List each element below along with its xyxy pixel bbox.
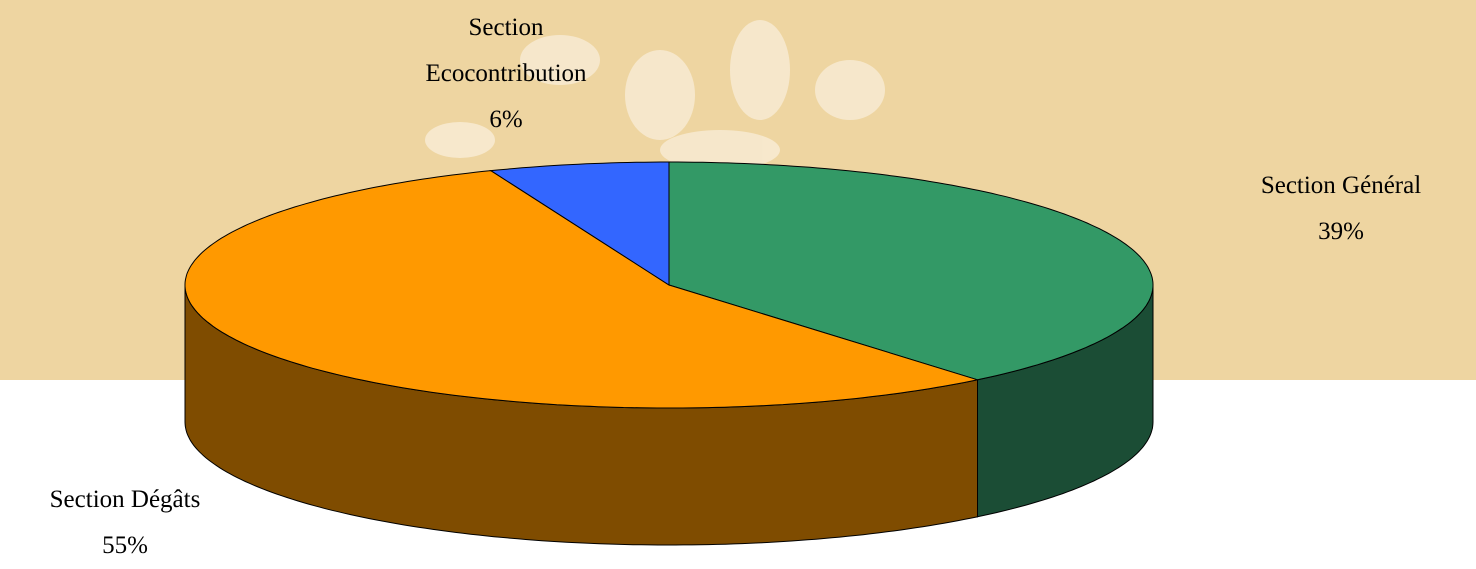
slice-value: 39% xyxy=(1221,209,1461,255)
slice-name: Section Général xyxy=(1221,163,1461,209)
slice-name: Section Ecocontribution xyxy=(416,5,596,97)
page: Section Général39%Section Dégâts55%Secti… xyxy=(0,0,1476,561)
slice-value: 55% xyxy=(5,523,245,569)
slice-value: 6% xyxy=(416,97,596,143)
slice-name: Section Dégâts xyxy=(5,477,245,523)
